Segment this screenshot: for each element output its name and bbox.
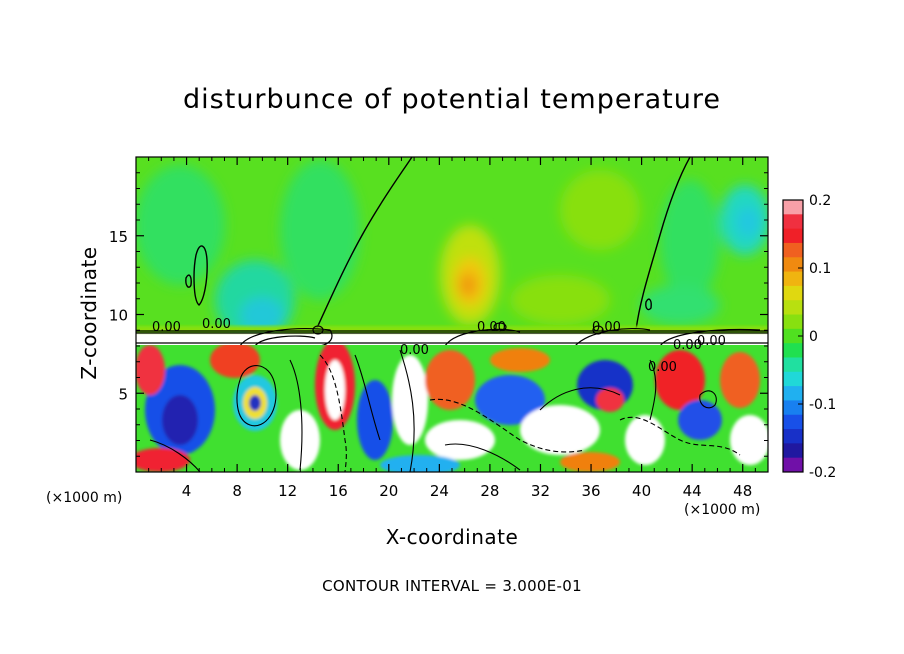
x-tick-label: 24: [430, 482, 449, 500]
colorbar-tick-label: 0.1: [809, 261, 831, 277]
colorbar-segment: [783, 343, 803, 358]
chart-title: disturbunce of potential temperature: [183, 84, 721, 115]
x-units-label-right: (×1000 m): [684, 502, 761, 518]
colorbar-segment: [783, 228, 803, 244]
colorbar-segment: [783, 328, 803, 344]
contour-label: 0.00: [592, 320, 621, 335]
y-tick-label: 15: [109, 228, 128, 246]
colorbar-segment: [783, 257, 803, 273]
contour-label: 0.00: [152, 320, 181, 335]
y-axis: 5 10 15: [109, 172, 768, 457]
contour-label: 0.00: [697, 334, 726, 349]
contour-label: 0.00: [477, 320, 506, 335]
colorbar-segment: [783, 271, 803, 287]
lower-contours: [149, 349, 741, 472]
colorbar-tick-label: 0: [809, 329, 818, 345]
colorbar-segment: [783, 200, 803, 215]
x-tick-label: 44: [683, 482, 702, 500]
colorbar-segment: [783, 457, 803, 473]
x-tick-label: 4: [182, 482, 192, 500]
x-tick-label: 20: [379, 482, 398, 500]
contour-labels: 0.00 0.00 0.00 0.000.000.00 0.000.00: [152, 317, 726, 375]
colorbar-segment: [783, 414, 803, 430]
colorbar-segment: [783, 285, 803, 301]
x-tick-label: 40: [632, 482, 651, 500]
colorbar-segment: [783, 214, 803, 230]
colorbar-segment: [783, 314, 803, 330]
colorbar-tick-label: -0.2: [809, 465, 836, 481]
contour-label: 0.00: [400, 343, 429, 358]
x-tick-label: 28: [480, 482, 499, 500]
contour-label: 0.00: [673, 338, 702, 353]
x-tick-label: 12: [278, 482, 297, 500]
x-units-label-left: (×1000 m): [46, 490, 123, 506]
y-tick-label: 5: [118, 385, 128, 403]
colorbar: 0.2 0.1 0 -0.1 -0.2: [782, 193, 836, 481]
colorbar-segment: [783, 386, 803, 401]
x-tick-label: 48: [733, 482, 752, 500]
contour-label: 0.00: [648, 360, 677, 375]
colorbar-segment: [783, 371, 803, 387]
colorbar-segment: [783, 300, 803, 316]
colorbar-tick-label: 0.2: [809, 193, 831, 209]
upper-field: [136, 157, 768, 333]
x-tick-label: 8: [232, 482, 242, 500]
colorbar-segment: [783, 429, 803, 444]
y-axis-label: Z-coordinate: [77, 246, 101, 380]
x-tick-label: 32: [531, 482, 550, 500]
x-axis: 4 8 12 16 20 24 28 32 36 40 44 48: [148, 157, 756, 500]
x-tick-label: 16: [329, 482, 348, 500]
contour-interval-text: CONTOUR INTERVAL = 3.000E-01: [322, 577, 582, 595]
contour-label: 0.00: [202, 317, 231, 332]
upper-contours: [185, 157, 691, 331]
y-tick-label: 10: [109, 307, 128, 325]
colorbar-segment: [783, 242, 803, 258]
x-tick-label: 36: [581, 482, 600, 500]
colorbar-segment: [783, 443, 803, 459]
colorbar-segment: [783, 357, 803, 373]
colorbar-tick-label: -0.1: [809, 397, 836, 413]
x-axis-label: X-coordinate: [385, 525, 519, 549]
lower-field: [136, 345, 768, 472]
colorbar-segment: [783, 400, 803, 416]
